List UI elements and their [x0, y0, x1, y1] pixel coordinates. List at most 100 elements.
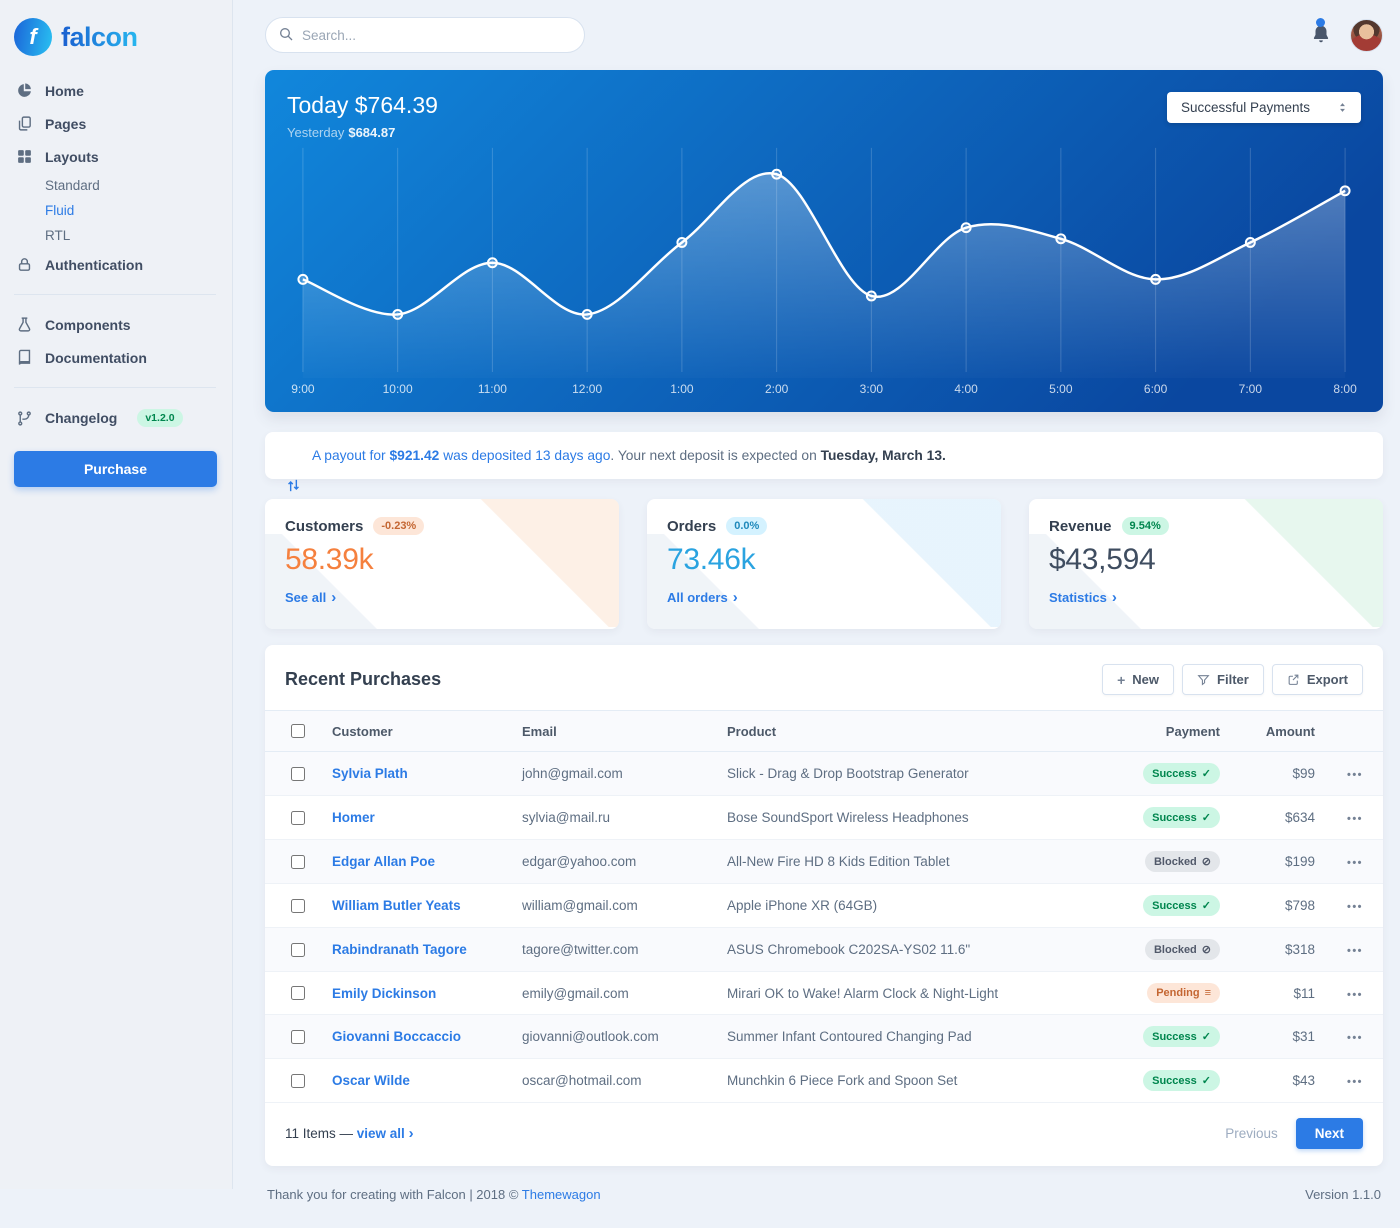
sidebar-item-authentication[interactable]: Authentication [14, 248, 216, 281]
row-checkbox[interactable] [291, 899, 305, 913]
export-icon [1287, 673, 1300, 686]
revenue-value: $43,594 [1049, 543, 1363, 577]
row-actions-button[interactable]: ••• [1347, 945, 1363, 957]
check-icon: ✓ [1202, 1074, 1211, 1087]
table-row: Giovanni Boccaccio giovanni@outlook.com … [265, 1015, 1383, 1059]
check-icon: ✓ [1202, 811, 1211, 824]
customer-link[interactable]: Oscar Wilde [332, 1073, 410, 1088]
chevron-right-icon: › [331, 590, 336, 605]
status-badge: Success✓ [1143, 1070, 1220, 1091]
row-actions-button[interactable]: ••• [1347, 901, 1363, 913]
payout-link[interactable]: was deposited 13 days ago [443, 448, 610, 463]
sidebar-item-home[interactable]: Home [14, 74, 216, 107]
sidebar-item-standard[interactable]: Standard [45, 173, 216, 198]
amount-cell: $199 [1232, 840, 1327, 884]
sidebar-item-layouts[interactable]: Layouts [14, 140, 216, 173]
previous-button[interactable]: Previous [1225, 1126, 1278, 1141]
all-orders-link[interactable]: All orders› [667, 590, 738, 605]
row-actions-button[interactable]: ••• [1347, 1076, 1363, 1088]
customer-link[interactable]: Emily Dickinson [332, 986, 436, 1001]
avatar[interactable] [1350, 19, 1383, 52]
brand-logo[interactable]: f falcon [14, 14, 216, 74]
table-row: Emily Dickinson emily@gmail.com Mirari O… [265, 972, 1383, 1015]
chart-title: Today $764.39 [287, 92, 438, 119]
sidebar-item-pages[interactable]: Pages [14, 107, 216, 140]
sidebar-item-rtl[interactable]: RTL [45, 223, 216, 248]
sidebar-item-label: Documentation [45, 350, 147, 366]
x-axis-label: 5:00 [1049, 382, 1072, 396]
sidebar-item-changelog[interactable]: Changelog v1.2.0 [14, 401, 216, 435]
row-actions-button[interactable]: ••• [1347, 857, 1363, 869]
table-header-row: Customer Email Product Payment Amount [265, 711, 1383, 752]
sidebar-item-label: Authentication [45, 257, 143, 273]
grid-icon [16, 148, 33, 165]
row-checkbox[interactable] [291, 1030, 305, 1044]
themewagon-link[interactable]: Themewagon [522, 1187, 601, 1202]
row-actions-button[interactable]: ••• [1347, 769, 1363, 781]
x-axis-label: 2:00 [765, 382, 788, 396]
view-all-link[interactable]: view all › [357, 1126, 414, 1141]
notifications-button[interactable] [1310, 23, 1332, 47]
payments-chart[interactable] [287, 140, 1361, 378]
column-header: Email [510, 711, 715, 752]
status-badge: Success✓ [1143, 895, 1220, 916]
customers-card: Customers -0.23% 58.39k See all› [265, 499, 619, 629]
filter-button[interactable]: Filter [1182, 664, 1264, 695]
falcon-logo-icon: f [14, 18, 52, 56]
customer-link[interactable]: Edgar Allan Poe [332, 854, 435, 869]
ban-icon: ⊘ [1202, 855, 1211, 868]
sidebar-item-label: Pages [45, 116, 86, 132]
line-chart-svg [287, 140, 1361, 378]
customer-link[interactable]: Rabindranath Tagore [332, 942, 467, 957]
row-actions-button[interactable]: ••• [1347, 1032, 1363, 1044]
row-actions-button[interactable]: ••• [1347, 989, 1363, 1001]
amount-cell: $798 [1232, 884, 1327, 928]
page-footer: Thank you for creating with Falcon | 201… [265, 1166, 1383, 1228]
select-all-checkbox[interactable] [291, 724, 305, 738]
sidebar-item-fluid[interactable]: Fluid [45, 198, 216, 223]
export-button[interactable]: Export [1272, 664, 1363, 695]
chevron-right-icon: › [409, 1125, 414, 1142]
payout-link[interactable]: A payout for [312, 448, 389, 463]
footer-version: Version 1.1.0 [1305, 1187, 1381, 1202]
product-cell: ASUS Chromebook C202SA-YS02 11.6" [715, 928, 1082, 972]
product-cell: Summer Infant Contoured Changing Pad [715, 1015, 1082, 1059]
table-footer: 11 Items — view all › Previous Next [265, 1102, 1383, 1166]
customer-link[interactable]: Homer [332, 810, 375, 825]
row-checkbox[interactable] [291, 811, 305, 825]
next-button[interactable]: Next [1296, 1118, 1363, 1149]
payments-filter-select[interactable]: Successful Payments [1167, 92, 1361, 123]
customer-link[interactable]: Giovanni Boccaccio [332, 1029, 461, 1044]
row-actions-button[interactable]: ••• [1347, 813, 1363, 825]
sidebar-item-documentation[interactable]: Documentation [14, 341, 216, 374]
selected-option: Successful Payments [1181, 100, 1310, 115]
filter-icon [1197, 673, 1210, 686]
recent-purchases-card: Recent Purchases + New Filter Export [265, 645, 1383, 1166]
statistics-link[interactable]: Statistics› [1049, 590, 1117, 605]
plus-icon: + [1117, 673, 1125, 687]
new-button[interactable]: + New [1102, 664, 1174, 695]
row-checkbox[interactable] [291, 1074, 305, 1088]
row-checkbox[interactable] [291, 943, 305, 957]
row-checkbox[interactable] [291, 767, 305, 781]
customer-link[interactable]: William Butler Yeats [332, 898, 461, 913]
stream-icon: ≡ [1205, 987, 1211, 999]
search-box [265, 17, 585, 53]
see-all-link[interactable]: See all› [285, 590, 336, 605]
chevron-right-icon: › [1112, 590, 1117, 605]
search-input[interactable] [265, 17, 585, 53]
customer-link[interactable]: Sylvia Plath [332, 766, 408, 781]
orders-card: Orders 0.0% 73.46k All orders› [647, 499, 1001, 629]
table-row: Sylvia Plath john@gmail.com Slick - Drag… [265, 752, 1383, 796]
sidebar-item-components[interactable]: Components [14, 308, 216, 341]
table-row: Rabindranath Tagore tagore@twitter.com A… [265, 928, 1383, 972]
purchase-button[interactable]: Purchase [14, 451, 217, 487]
x-axis-label: 12:00 [572, 382, 602, 396]
row-checkbox[interactable] [291, 986, 305, 1000]
sidebar-divider [14, 294, 216, 295]
payout-amount[interactable]: $921.42 [389, 448, 443, 463]
email-cell: william@gmail.com [510, 884, 715, 928]
email-cell: sylvia@mail.ru [510, 796, 715, 840]
email-cell: edgar@yahoo.com [510, 840, 715, 884]
row-checkbox[interactable] [291, 855, 305, 869]
